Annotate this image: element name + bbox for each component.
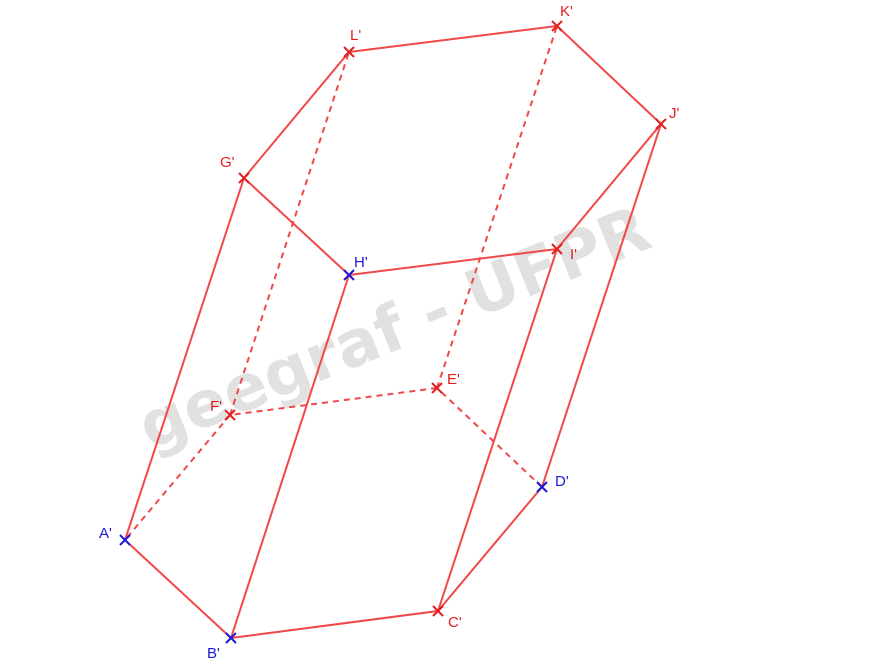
point-marker-f [224,409,236,421]
edge-a-b [124,539,232,639]
edge-e-k [436,25,558,389]
point-h: H' [343,254,368,281]
edge-a-g [124,177,245,541]
edge-k-l [348,25,558,53]
edge-d-e [436,387,543,488]
edge-e-f [229,387,438,416]
point-k: K' [551,3,573,32]
point-g: G' [220,154,250,184]
edge-j-k [556,25,662,125]
edge-i-j [556,123,662,250]
point-label-e: E' [447,371,460,388]
point-marker-i [551,243,563,255]
point-label-d: D' [555,473,569,490]
point-marker-e [431,382,443,394]
point-marker-a [119,534,131,546]
point-marker-k [551,20,563,32]
edge-g-h [243,177,350,276]
edge-d-j [541,123,662,488]
point-a: A' [99,525,131,546]
point-label-b: B' [207,645,220,660]
point-j: J' [655,105,680,130]
point-marker-l [343,46,355,58]
point-label-f: F' [210,398,222,415]
point-marker-h [343,269,355,281]
point-marker-d [536,481,548,493]
edges-group [124,25,662,639]
point-marker-c [432,605,444,617]
point-d: D' [536,473,569,493]
point-e: E' [431,371,460,394]
point-label-k: K' [560,3,573,20]
point-label-i: I' [570,246,577,263]
point-label-h: H' [354,254,368,271]
point-marker-g [238,172,250,184]
edge-c-i [437,248,558,612]
point-f: F' [210,398,236,421]
points-group: A' B' C' D' E' F' G' H' I' J' K' L' [99,3,680,660]
edge-f-a [124,414,231,541]
point-label-c: C' [448,614,462,631]
edge-l-g [243,51,350,179]
edge-b-h [230,274,350,639]
watermark-text: geegraf - UFPR [128,192,660,464]
point-label-g: G' [220,154,235,171]
point-l: L' [343,27,361,58]
edge-f-l [229,51,350,416]
point-marker-j [655,118,667,130]
point-label-a: A' [99,525,112,542]
point-c: C' [432,605,462,631]
edge-c-d [437,486,543,612]
point-marker-b [225,632,237,644]
point-b: B' [207,632,237,660]
edge-b-c [230,610,439,639]
edge-h-i [348,248,558,276]
point-label-l: L' [350,27,361,44]
point-label-j: J' [669,105,680,122]
point-i: I' [551,243,577,263]
